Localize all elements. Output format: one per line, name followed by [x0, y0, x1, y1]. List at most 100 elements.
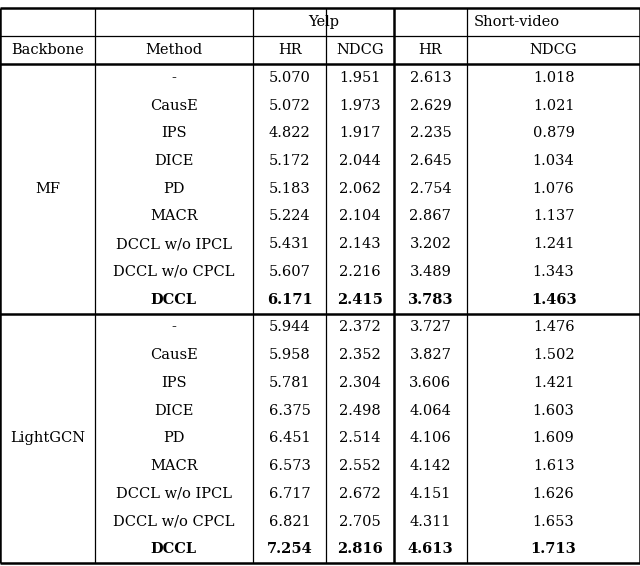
Text: 4.151: 4.151: [410, 487, 451, 501]
Text: 2.705: 2.705: [339, 514, 381, 529]
Text: 2.104: 2.104: [339, 209, 381, 224]
Text: 6.573: 6.573: [269, 459, 310, 473]
Text: 1.476: 1.476: [532, 320, 575, 335]
Text: 1.021: 1.021: [533, 98, 574, 113]
Text: 3.827: 3.827: [410, 348, 451, 362]
Text: 5.607: 5.607: [269, 265, 310, 279]
Text: CausE: CausE: [150, 98, 198, 113]
Text: NDCG: NDCG: [530, 43, 577, 57]
Text: Yelp: Yelp: [308, 15, 339, 29]
Text: 1.653: 1.653: [532, 514, 575, 529]
Text: 2.629: 2.629: [410, 98, 451, 113]
Text: 6.717: 6.717: [269, 487, 310, 501]
Text: 2.552: 2.552: [339, 459, 381, 473]
Text: 5.183: 5.183: [269, 182, 310, 196]
Text: -: -: [172, 320, 176, 335]
Text: 1.137: 1.137: [533, 209, 574, 224]
Text: 2.867: 2.867: [410, 209, 451, 224]
Text: DICE: DICE: [154, 404, 193, 418]
Text: 5.070: 5.070: [269, 71, 310, 85]
Text: MACR: MACR: [150, 209, 198, 224]
Text: 2.754: 2.754: [410, 182, 451, 196]
Text: 1.018: 1.018: [532, 71, 575, 85]
Text: 4.106: 4.106: [410, 431, 451, 445]
Text: 2.304: 2.304: [339, 376, 381, 390]
Text: PD: PD: [163, 182, 184, 196]
Text: 6.171: 6.171: [267, 293, 312, 307]
Text: 1.609: 1.609: [532, 431, 575, 445]
Text: IPS: IPS: [161, 376, 187, 390]
Text: 1.713: 1.713: [531, 542, 577, 556]
Text: DCCL w/o IPCL: DCCL w/o IPCL: [116, 487, 232, 501]
Text: 2.816: 2.816: [337, 542, 383, 556]
Text: DCCL: DCCL: [150, 293, 197, 307]
Text: Method: Method: [145, 43, 202, 57]
Text: 5.172: 5.172: [269, 154, 310, 168]
Text: DCCL w/o IPCL: DCCL w/o IPCL: [116, 237, 232, 251]
Text: 6.821: 6.821: [269, 514, 310, 529]
Text: 2.514: 2.514: [339, 431, 381, 445]
Text: 5.224: 5.224: [269, 209, 310, 224]
Text: 5.958: 5.958: [269, 348, 310, 362]
Text: 2.645: 2.645: [410, 154, 451, 168]
Text: 4.311: 4.311: [410, 514, 451, 529]
Text: 1.502: 1.502: [532, 348, 575, 362]
Text: 1.343: 1.343: [532, 265, 575, 279]
Text: 1.917: 1.917: [339, 126, 381, 140]
Text: MF: MF: [35, 182, 60, 196]
Text: 2.672: 2.672: [339, 487, 381, 501]
Text: 3.606: 3.606: [410, 376, 451, 390]
Text: 2.613: 2.613: [410, 71, 451, 85]
Text: 1.463: 1.463: [531, 293, 577, 307]
Text: 5.431: 5.431: [269, 237, 310, 251]
Text: 6.451: 6.451: [269, 431, 310, 445]
Text: DCCL w/o CPCL: DCCL w/o CPCL: [113, 514, 234, 529]
Text: 2.415: 2.415: [337, 293, 383, 307]
Text: DCCL: DCCL: [150, 542, 197, 556]
Text: 3.783: 3.783: [408, 293, 453, 307]
Text: LightGCN: LightGCN: [10, 431, 85, 445]
Text: 3.489: 3.489: [410, 265, 451, 279]
Text: 1.951: 1.951: [339, 71, 381, 85]
Text: 5.944: 5.944: [269, 320, 310, 335]
Text: PD: PD: [163, 431, 184, 445]
Text: 1.421: 1.421: [533, 376, 574, 390]
Text: CausE: CausE: [150, 348, 198, 362]
Text: 5.072: 5.072: [269, 98, 310, 113]
Text: 4.064: 4.064: [410, 404, 451, 418]
Text: IPS: IPS: [161, 126, 187, 140]
Text: 3.727: 3.727: [410, 320, 451, 335]
Text: 1.076: 1.076: [532, 182, 575, 196]
Text: 4.142: 4.142: [410, 459, 451, 473]
Text: 2.235: 2.235: [410, 126, 451, 140]
Text: 1.973: 1.973: [339, 98, 381, 113]
Text: 1.241: 1.241: [533, 237, 574, 251]
Text: 2.143: 2.143: [339, 237, 381, 251]
Text: NDCG: NDCG: [336, 43, 384, 57]
Text: MACR: MACR: [150, 459, 198, 473]
Text: 0.879: 0.879: [532, 126, 575, 140]
Text: 2.352: 2.352: [339, 348, 381, 362]
Text: 4.822: 4.822: [269, 126, 310, 140]
Text: 2.044: 2.044: [339, 154, 381, 168]
Text: 1.613: 1.613: [532, 459, 575, 473]
Text: 3.202: 3.202: [410, 237, 451, 251]
Text: 2.216: 2.216: [339, 265, 381, 279]
Text: 6.375: 6.375: [269, 404, 310, 418]
Text: Backbone: Backbone: [11, 43, 84, 57]
Text: DCCL w/o CPCL: DCCL w/o CPCL: [113, 265, 234, 279]
Text: 1.626: 1.626: [532, 487, 575, 501]
Text: 2.372: 2.372: [339, 320, 381, 335]
Text: 1.603: 1.603: [532, 404, 575, 418]
Text: 2.498: 2.498: [339, 404, 381, 418]
Text: 1.034: 1.034: [532, 154, 575, 168]
Text: 2.062: 2.062: [339, 182, 381, 196]
Text: 4.613: 4.613: [408, 542, 453, 556]
Text: 7.254: 7.254: [267, 542, 312, 556]
Text: HR: HR: [278, 43, 301, 57]
Text: Short-video: Short-video: [474, 15, 560, 29]
Text: -: -: [172, 71, 176, 85]
Text: DICE: DICE: [154, 154, 193, 168]
Text: 5.781: 5.781: [269, 376, 310, 390]
Text: HR: HR: [419, 43, 442, 57]
